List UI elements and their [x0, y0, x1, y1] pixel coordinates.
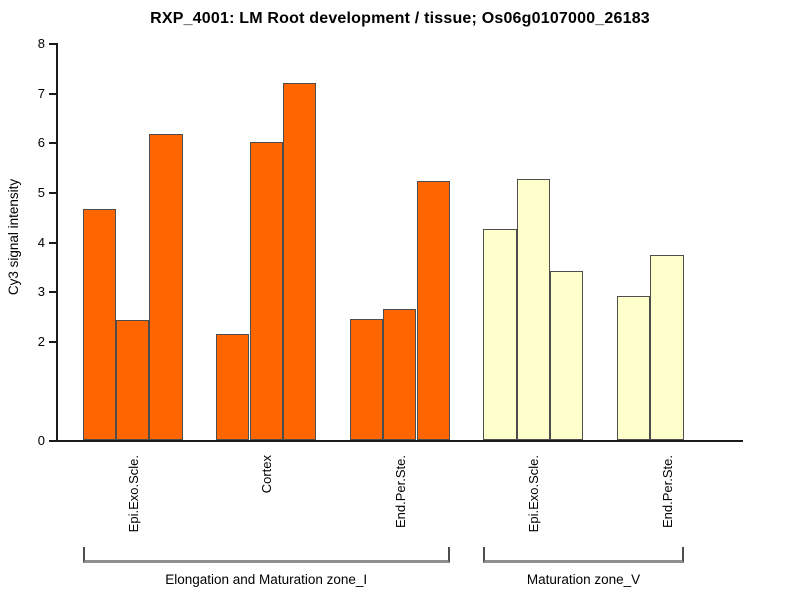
bar: [550, 271, 584, 440]
y-tick-label: 5: [37, 185, 45, 200]
x-axis-line: [49, 440, 743, 442]
y-axis-line: [56, 43, 58, 442]
y-tick-label: 2: [37, 333, 45, 349]
bar: [216, 334, 250, 440]
bar: [483, 228, 517, 440]
x-tick-label: End.Per.Ste.: [392, 455, 408, 528]
bar: [616, 296, 651, 440]
y-axis-tick: [49, 440, 56, 442]
bar: [82, 209, 116, 440]
x-tick-label: Epi.Exo.Scle.: [526, 455, 542, 533]
y-axis-tick: [49, 142, 56, 145]
bar: [416, 180, 450, 440]
y-axis-tick: [49, 192, 56, 194]
y-axis-tick: [49, 92, 56, 95]
y-tick-label: 0: [37, 433, 45, 448]
zone-bracket: [483, 547, 684, 563]
zone-label: Maturation zone_V: [526, 572, 641, 587]
x-tick-label: Epi.Exo.Scle.: [125, 455, 141, 533]
bar: [349, 319, 384, 440]
bar: [650, 254, 684, 440]
bar: [516, 178, 551, 440]
bar: [115, 319, 150, 440]
zone-label: Elongation and Maturation zone_I: [165, 572, 368, 587]
y-tick-label: 7: [37, 85, 45, 101]
bar: [149, 133, 183, 440]
y-axis-tick: [49, 241, 56, 244]
y-tick-label: 6: [37, 135, 45, 151]
bar: [383, 309, 417, 440]
x-tick-label: Cortex: [259, 455, 275, 494]
y-tick-label: 3: [37, 284, 45, 300]
y-tick-label: 8: [37, 36, 45, 52]
y-axis-tick: [49, 340, 56, 343]
x-tick-label: End.Per.Ste.: [660, 455, 675, 528]
zone-bracket: [82, 547, 450, 563]
bar: [249, 142, 283, 440]
y-axis-tick: [49, 291, 56, 294]
y-axis-tick: [49, 43, 56, 46]
bar: [282, 82, 317, 440]
y-tick-label: 4: [37, 234, 45, 250]
chart-title: RXP_4001: LM Root development / tissue; …: [150, 10, 650, 27]
